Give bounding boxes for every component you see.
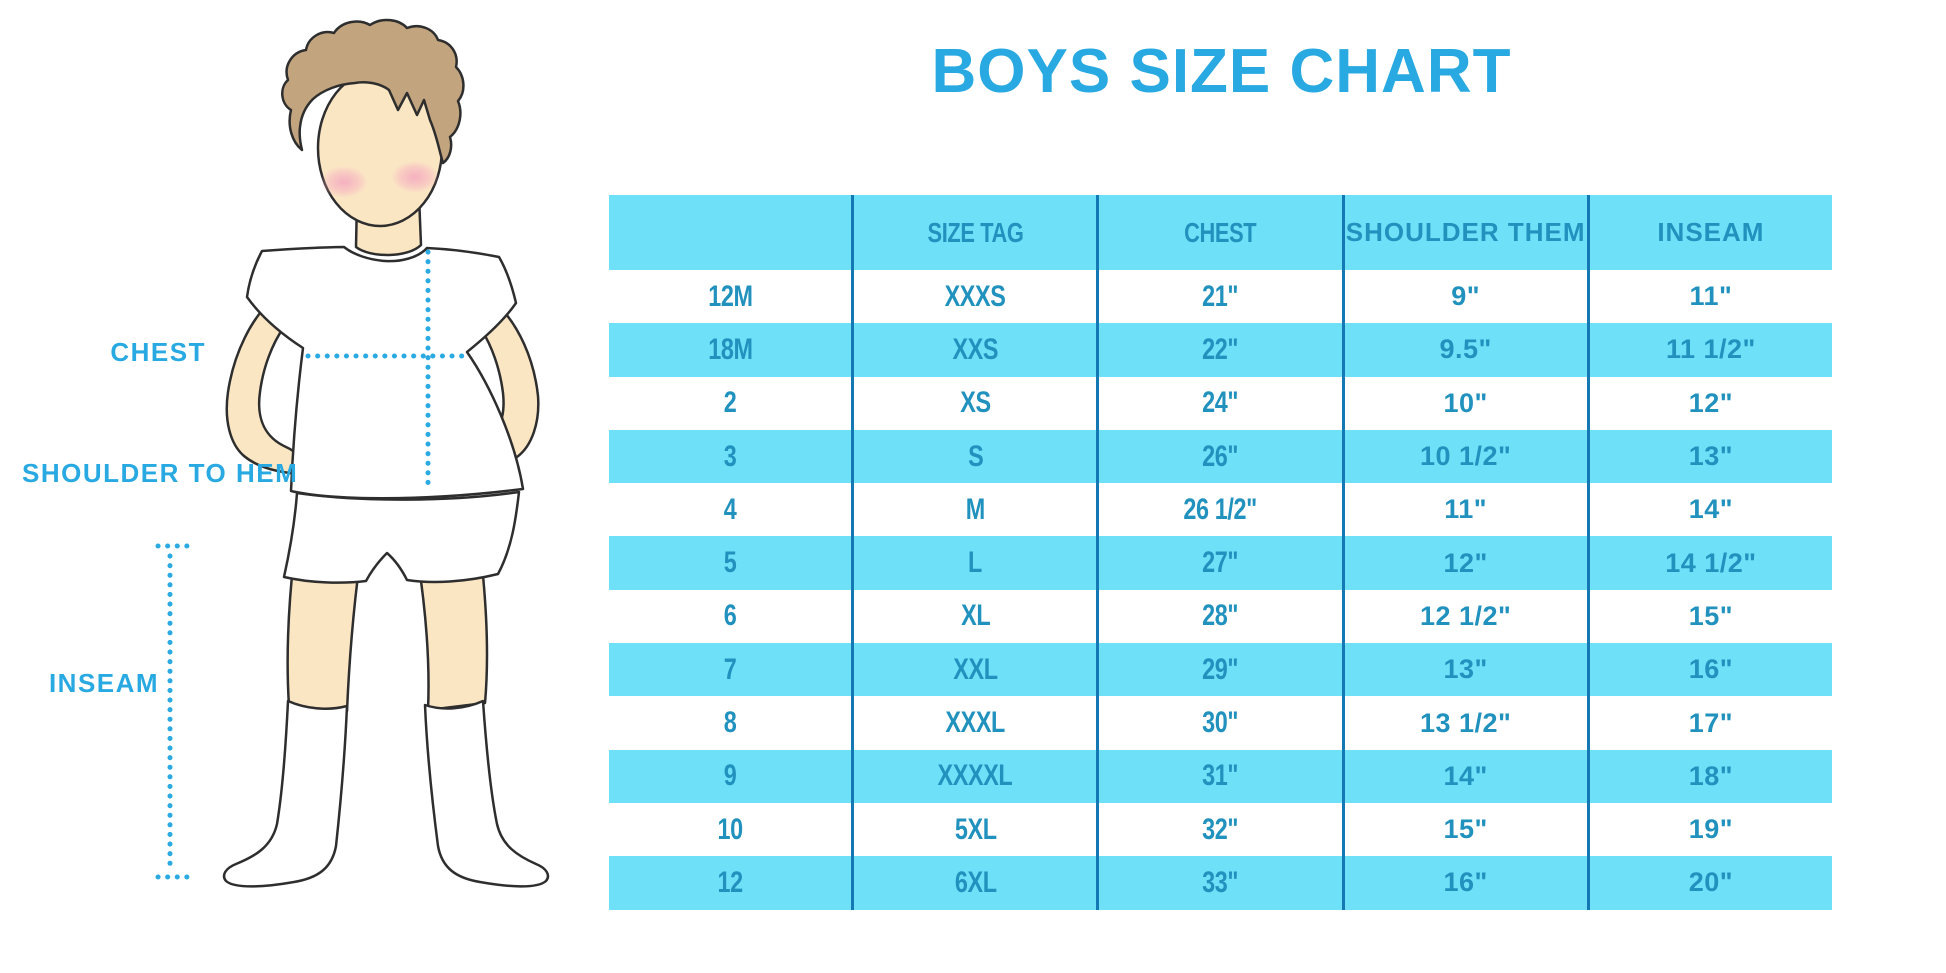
table-cell: 10 1/2": [1341, 429, 1589, 484]
table-cell: 14": [1586, 483, 1832, 537]
table-row-3: 3 S 26" 10 1/2" 13": [609, 429, 1832, 484]
column-header-size: [609, 195, 853, 270]
table-cell: 21": [1096, 270, 1344, 324]
table-row-10: 10 5XL 32" 15" 19": [609, 802, 1832, 857]
table-cell: 13": [1341, 643, 1589, 697]
table-cell: 18": [1586, 749, 1832, 803]
boy-hair: [281, 18, 465, 165]
table-cell: S: [851, 429, 1098, 484]
table-cell: 15": [1586, 589, 1832, 644]
boy-leg-right: [416, 554, 489, 712]
table-cell: 14 1/2": [1586, 536, 1832, 590]
table-row-8: 8 XXXL 30" 13 1/2" 17": [609, 696, 1832, 750]
size-table: SIZE TAG CHEST SHOULDER THEM INSEAM 12M XXXS…: [609, 195, 1832, 910]
table-cell: 3: [723, 439, 737, 473]
table-cell: 28": [1096, 589, 1344, 644]
table-cell: XXXXL: [851, 749, 1098, 803]
boy-cheek-left: [320, 166, 368, 198]
table-cell: 24": [1096, 376, 1344, 430]
column-header-inseam: INSEAM: [1586, 195, 1832, 270]
table-cell: 12: [717, 865, 743, 899]
table-cell: M: [851, 483, 1098, 537]
table-cell: XXXL: [851, 696, 1098, 750]
boy-cheek-right: [391, 161, 439, 193]
table-cell: XS: [851, 376, 1098, 430]
boy-shorts: [282, 490, 521, 584]
chest-label: CHEST: [110, 337, 206, 367]
table-cell: 9.5": [1341, 323, 1589, 377]
table-cell: 26 1/2": [1096, 483, 1344, 537]
table-cell: 26": [1096, 429, 1344, 484]
table-cell: 9: [723, 759, 737, 793]
table-cell: 8: [723, 706, 737, 740]
table-cell: 19": [1586, 802, 1832, 857]
table-row-5: 5 L 27" 12" 14 1/2": [609, 536, 1832, 590]
table-cell: XXXS: [851, 270, 1098, 324]
table-cell: 15": [1341, 802, 1589, 857]
table-cell: 12 1/2": [1341, 589, 1589, 644]
table-cell: 7: [723, 652, 737, 686]
table-cell: 5XL: [851, 802, 1098, 857]
table-cell: 5: [723, 546, 737, 580]
table-cell: 9": [1341, 270, 1589, 324]
table-cell: 32": [1096, 802, 1344, 857]
table-row-18M: 18M XXS 22" 9.5" 11 1/2": [609, 323, 1832, 377]
table-cell: 27": [1096, 536, 1344, 590]
table-cell: 11 1/2": [1586, 323, 1832, 377]
table-cell: 33": [1096, 856, 1344, 910]
table-row-9: 9 XXXXL 31" 14" 18": [609, 749, 1832, 803]
inseam-label: INSEAM: [48, 668, 160, 698]
boy-sock-left: [222, 699, 349, 888]
table-cell: 11": [1586, 270, 1832, 324]
table-cell: 2: [723, 386, 737, 420]
table-cell: 12": [1586, 376, 1832, 430]
column-header-size-tag: SIZE TAG: [851, 195, 1098, 270]
table-cell: 18M: [707, 332, 753, 366]
table-cell: 6: [723, 599, 737, 633]
boy-shirt: [245, 245, 525, 500]
table-row-4: 4 M 26 1/2" 11" 14": [609, 483, 1832, 537]
table-cell: 12M: [707, 279, 753, 313]
boy-sock-right: [423, 699, 550, 888]
table-cell: 13 1/2": [1341, 696, 1589, 750]
table-cell: 10": [1341, 376, 1589, 430]
column-header-chest: CHEST: [1096, 195, 1344, 270]
table-cell: L: [851, 536, 1098, 590]
measurement-figure: CHEST SHOULDER TO HEM INSEAM: [0, 0, 560, 973]
table-cell: 10: [717, 812, 743, 846]
table-cell: XXS: [851, 323, 1098, 377]
table-cell: 22": [1096, 323, 1344, 377]
table-cell: 11": [1341, 483, 1589, 537]
table-cell: 6XL: [851, 856, 1098, 910]
table-cell: 29": [1096, 643, 1344, 697]
table-cell: XL: [851, 589, 1098, 644]
column-header-shoulder-them: SHOULDER THEM: [1341, 195, 1589, 270]
table-row-2: 2 XS 24" 10" 12": [609, 376, 1832, 430]
table-cell: 17": [1586, 696, 1832, 750]
table-cell: 13": [1586, 429, 1832, 484]
table-cell: 14": [1341, 749, 1589, 803]
table-cell: 20": [1586, 856, 1832, 910]
table-cell: 4: [723, 492, 737, 526]
table-cell: 30": [1096, 696, 1344, 750]
table-row-12M: 12M XXXS 21" 9" 11": [609, 270, 1832, 324]
size-table-head: SIZE TAG CHEST SHOULDER THEM INSEAM: [609, 195, 1832, 270]
table-row-6: 6 XL 28" 12 1/2" 15": [609, 589, 1832, 644]
table-row-12: 12 6XL 33" 16" 20": [609, 856, 1832, 910]
table-cell: 31": [1096, 749, 1344, 803]
table-cell: 12": [1341, 536, 1589, 590]
table-cell: 16": [1586, 643, 1832, 697]
table-cell: XXL: [851, 643, 1098, 697]
boy-illustration: [155, 18, 550, 888]
header-row: SIZE TAG CHEST SHOULDER THEM INSEAM: [609, 195, 1832, 270]
shoulder-to-hem-label: SHOULDER TO HEM: [22, 458, 299, 488]
table-cell: 16": [1341, 856, 1589, 910]
table-row-7: 7 XXL 29" 13" 16": [609, 643, 1832, 697]
page-title: BOYS SIZE CHART: [931, 37, 1512, 106]
size-table-body: 12M XXXS 21" 9" 11" 18M XXS 22" 9.5" 11 1/2" 2 XS 24…: [609, 270, 1832, 910]
